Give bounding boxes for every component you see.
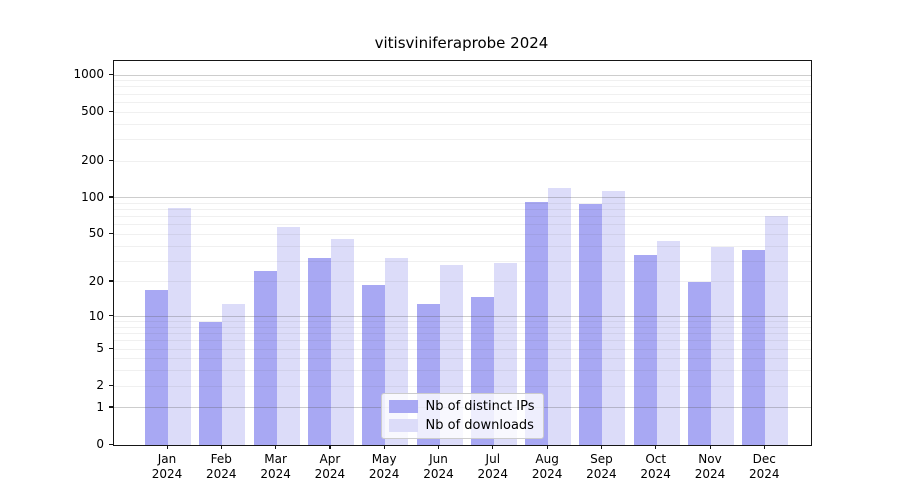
bar-ips-sep	[579, 204, 603, 445]
bar-downloads-dec	[765, 215, 789, 445]
xtick-label-dec: Dec 2024	[749, 452, 780, 481]
xtick-label-jan: Jan 2024	[151, 452, 183, 481]
xtick-mark-mar	[275, 445, 277, 449]
bar-ips-jan	[145, 290, 168, 445]
bar-downloads-nov	[711, 247, 734, 445]
legend-swatch-distinct-ips	[388, 400, 418, 413]
xtick-mark-feb	[220, 445, 222, 449]
ytick-mark-5	[109, 347, 113, 349]
xtick-label-sep: Sep 2024	[586, 452, 617, 481]
legend-item-downloads: Nb of downloads	[388, 418, 535, 433]
xtick-mark-aug	[546, 445, 548, 449]
xtick-label-mar: Mar 2024	[260, 452, 291, 481]
bars-layer	[114, 61, 811, 445]
bar-ips-mar	[253, 270, 277, 445]
ytick-mark-1	[109, 406, 113, 408]
ytick-label-2: 2	[96, 378, 104, 393]
plot-area: Nb of distinct IPs Nb of downloads	[113, 60, 812, 446]
bar-downloads-aug	[548, 188, 572, 445]
ytick-label-0: 0	[96, 437, 104, 451]
ytick-label-200: 200	[81, 153, 104, 167]
xtick-mark-oct	[655, 445, 657, 449]
bar-ips-aug	[525, 202, 549, 445]
ytick-mark-500	[109, 110, 113, 112]
legend-label-distinct-ips: Nb of distinct IPs	[425, 399, 535, 414]
xtick-label-aug: Aug 2024	[531, 452, 563, 481]
ytick-label-5: 5	[96, 341, 104, 356]
xtick-mark-dec	[763, 445, 765, 449]
ytick-mark-0	[109, 443, 113, 445]
xtick-label-jun: Jun 2024	[423, 452, 454, 481]
ytick-mark-10	[109, 315, 113, 317]
bar-downloads-feb	[222, 303, 246, 445]
bar-ips-apr	[307, 257, 331, 445]
xtick-label-feb: Feb 2024	[206, 452, 237, 481]
bar-ips-feb	[199, 321, 223, 445]
xtick-mark-sep	[600, 445, 603, 449]
ytick-label-1000: 1000	[73, 67, 104, 82]
xtick-mark-nov	[709, 445, 711, 449]
xtick-label-may: May 2024	[368, 452, 400, 481]
ytick-mark-20	[109, 280, 113, 282]
xtick-label-jul: Jul 2024	[477, 452, 509, 481]
ytick-label-100: 100	[81, 189, 104, 204]
ytick-label-1: 1	[96, 399, 104, 414]
xtick-mark-jun	[438, 445, 440, 449]
bar-ips-nov	[688, 281, 711, 445]
ytick-label-10: 10	[88, 308, 104, 323]
xtick-mark-jan	[166, 445, 168, 449]
bar-downloads-apr	[330, 238, 354, 445]
ytick-label-500: 500	[81, 104, 104, 119]
ytick-label-20: 20	[88, 273, 104, 288]
bar-downloads-sep	[602, 191, 626, 445]
ytick-mark-200	[109, 159, 113, 161]
xtick-label-nov: Nov 2024	[694, 452, 726, 481]
xtick-mark-jul	[492, 445, 494, 449]
xtick-mark-apr	[329, 445, 331, 449]
bar-ips-may	[362, 284, 386, 445]
bar-downloads-mar	[276, 226, 300, 445]
bar-ips-dec	[742, 250, 766, 445]
xtick-mark-may	[383, 445, 385, 449]
ytick-mark-2	[109, 384, 113, 386]
legend: Nb of distinct IPs Nb of downloads	[380, 393, 545, 439]
legend-item-distinct-ips: Nb of distinct IPs	[388, 399, 535, 414]
ytick-mark-50	[109, 232, 113, 235]
chart-title: vitisviniferaprobe 2024	[374, 34, 549, 52]
ytick-label-50: 50	[88, 226, 104, 241]
xtick-label-apr: Apr 2024	[314, 452, 346, 481]
legend-swatch-downloads	[388, 419, 418, 432]
bar-downloads-jan	[168, 208, 191, 445]
legend-label-downloads: Nb of downloads	[425, 418, 534, 433]
bar-downloads-oct	[656, 241, 680, 445]
ytick-mark-1000	[109, 73, 113, 75]
bar-ips-oct	[633, 254, 657, 445]
xtick-label-oct: Oct 2024	[640, 452, 671, 481]
ytick-mark-100	[109, 196, 113, 198]
